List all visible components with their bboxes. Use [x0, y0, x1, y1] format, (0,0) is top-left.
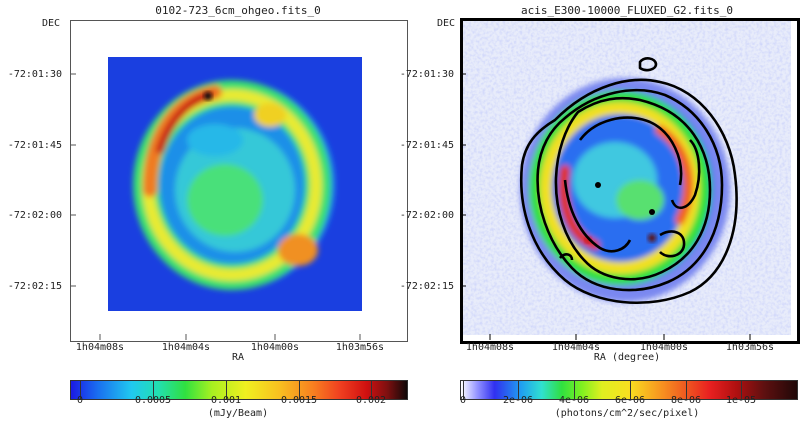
xray-image — [463, 21, 791, 335]
right-tick-marks — [460, 73, 751, 340]
contour-dot — [649, 209, 655, 215]
left-colorbar-tick: 0.0015 — [280, 395, 318, 406]
right-ytick-3: -72:02:00 — [399, 210, 454, 221]
left-xtick-4: 1h03m56s — [335, 342, 385, 353]
left-colorbar-mark — [371, 381, 372, 399]
right-ytick-4: -72:02:15 — [399, 281, 454, 292]
left-colorbar-tick: 0 — [76, 395, 84, 406]
contour-inner-arc — [578, 116, 683, 186]
right-panel-title: acis_E300-10000_FLUXED_G2.fits_0 — [521, 4, 733, 17]
right-ytick-2: -72:01:45 — [399, 140, 454, 151]
left-colorbar-mark — [80, 381, 81, 399]
right-colorbar-tick: 2e-06 — [502, 395, 534, 406]
contour-dot — [595, 182, 601, 188]
right-xtick-2: 1h04m04s — [551, 342, 601, 353]
radio-yellow-patch — [254, 103, 286, 127]
contour-right-loop — [670, 139, 701, 209]
right-xtick-4: 1h03m56s — [725, 342, 775, 353]
left-xtick-1: 1h04m08s — [75, 342, 125, 353]
right-colorbar-mark — [686, 381, 687, 399]
left-ytick-1: -72:01:30 — [7, 69, 62, 80]
left-y-axis-label: DEC — [42, 18, 61, 29]
right-colorbar-tick: 1e-05 — [725, 395, 757, 406]
radio-interior-green — [187, 164, 263, 236]
left-panel-title: 0102-723_6cm_ohgeo.fits_0 — [155, 4, 321, 17]
right-colorbar-mark — [741, 381, 742, 399]
radio-hot-arc — [156, 91, 214, 154]
right-x-axis-label: RA (degree) — [593, 352, 661, 363]
right-xtick-3: 1h04m00s — [639, 342, 689, 353]
contour-bottom-loop — [659, 230, 686, 258]
left-ytick-4: -72:02:15 — [7, 281, 62, 292]
left-colorbar-mark — [153, 381, 154, 399]
contour-set — [520, 57, 738, 305]
right-colorbar-tick: 0 — [459, 395, 467, 406]
right-ytick-1: -72:01:30 — [399, 69, 454, 80]
right-colorbar-mark — [630, 381, 631, 399]
left-ytick-2: -72:01:45 — [7, 140, 62, 151]
radio-orange-patch — [278, 234, 318, 266]
contour-outer — [520, 78, 738, 305]
xray-hotspot — [648, 234, 656, 242]
right-colorbar-mark — [518, 381, 519, 399]
right-colorbar-tick: 8e-06 — [670, 395, 702, 406]
left-xtick-2: 1h04m04s — [161, 342, 211, 353]
right-colorbar — [460, 380, 798, 400]
right-colorbar-mark — [574, 381, 575, 399]
radio-interior-cyan — [187, 124, 243, 156]
left-ytick-3: -72:02:00 — [7, 210, 62, 221]
left-colorbar-tick: 0.001 — [210, 395, 242, 406]
xray-ring-yellow — [540, 102, 700, 274]
radio-image — [108, 57, 362, 311]
left-colorbar-tick: 0.002 — [355, 395, 387, 406]
left-x-axis-label: RA — [231, 352, 245, 363]
right-colorbar-tick: 4e-06 — [558, 395, 590, 406]
left-xtick-3: 1h04m00s — [250, 342, 300, 353]
right-xtick-1: 1h04m08s — [465, 342, 515, 353]
left-colorbar-mark — [299, 381, 300, 399]
contour-top-knob — [638, 57, 658, 72]
left-colorbar-mark — [226, 381, 227, 399]
xray-interior-green — [616, 180, 664, 220]
right-colorbar-label: (photons/cm^2/sec/pixel) — [554, 408, 700, 419]
right-colorbar-tick: 6e-06 — [614, 395, 646, 406]
left-colorbar — [70, 380, 408, 400]
left-colorbar-tick: 0.0005 — [134, 395, 172, 406]
contour-2 — [536, 88, 724, 292]
radio-peak — [204, 92, 212, 100]
contour-3 — [554, 96, 712, 281]
contour-left-notch — [559, 253, 574, 261]
contour-inner-left — [563, 179, 632, 253]
left-colorbar-label: (mJy/Beam) — [207, 408, 269, 419]
right-colorbar-mark — [463, 381, 464, 399]
left-tick-marks — [70, 73, 361, 340]
